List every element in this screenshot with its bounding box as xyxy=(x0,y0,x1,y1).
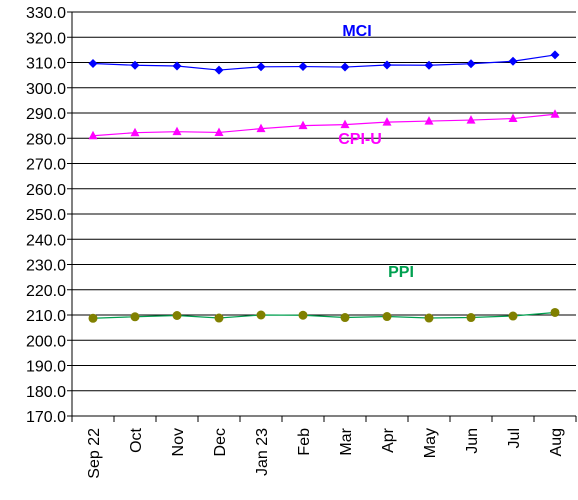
y-tick-label: 280.0 xyxy=(26,131,66,148)
y-tick-label: 170.0 xyxy=(26,409,66,426)
y-tick-label: 200.0 xyxy=(26,333,66,350)
data-point xyxy=(88,313,98,323)
data-point xyxy=(340,62,350,72)
y-tick-label: 210.0 xyxy=(26,308,66,325)
y-tick-label: 270.0 xyxy=(26,157,66,174)
series-label-ppi: PPI xyxy=(388,264,414,281)
series-ppi xyxy=(88,307,560,323)
data-point xyxy=(130,312,140,322)
data-point xyxy=(550,109,560,118)
data-point xyxy=(382,60,392,70)
x-tick-label: Jun xyxy=(464,428,481,454)
y-tick-label: 300.0 xyxy=(26,81,66,98)
x-tick-label: Oct xyxy=(128,427,145,452)
series-mci xyxy=(88,50,560,75)
y-tick-label: 220.0 xyxy=(26,283,66,300)
data-point xyxy=(550,50,560,60)
data-point xyxy=(382,117,392,126)
y-tick-label: 260.0 xyxy=(26,182,66,199)
y-tick-label: 250.0 xyxy=(26,207,66,224)
x-tick-label: Dec xyxy=(212,428,229,456)
data-point xyxy=(298,62,308,72)
series-group xyxy=(88,50,560,323)
series-line xyxy=(92,113,556,137)
x-tick-label: Jan 23 xyxy=(254,428,271,476)
data-point xyxy=(214,65,224,75)
data-point xyxy=(88,130,98,140)
data-point xyxy=(508,56,518,66)
data-point xyxy=(88,59,98,69)
data-point xyxy=(172,311,182,321)
data-point xyxy=(172,61,182,71)
data-point xyxy=(382,312,392,322)
data-point xyxy=(424,116,434,125)
series-line xyxy=(92,311,556,319)
data-point xyxy=(508,113,518,123)
y-tick-label: 330.0 xyxy=(26,5,66,22)
y-tick-label: 180.0 xyxy=(26,384,66,401)
gridlines xyxy=(67,11,577,422)
data-point xyxy=(340,313,350,323)
data-point xyxy=(424,313,434,323)
series-label-mci: MCI xyxy=(342,23,371,40)
series-label-cpi-u: CPI-U xyxy=(338,131,382,148)
y-tick-labels: 170.0 180.0 190.0 200.0 210.0 220.0 230.0 240.0… xyxy=(26,5,66,426)
data-point xyxy=(508,311,518,321)
x-tick-label: Feb xyxy=(296,428,313,456)
data-point xyxy=(298,310,308,320)
series-cpi-u xyxy=(88,109,560,140)
data-point xyxy=(172,126,182,136)
data-point xyxy=(256,123,266,133)
x-tick-label: Mar xyxy=(338,427,355,455)
y-tick-label: 320.0 xyxy=(26,30,66,47)
data-point xyxy=(466,313,476,323)
data-point xyxy=(550,307,560,317)
series-line xyxy=(92,54,556,71)
data-point xyxy=(130,127,140,137)
series-labels: MCI CPI-U PPI xyxy=(338,23,414,281)
x-tick-label: Sep 22 xyxy=(86,428,103,479)
data-point xyxy=(340,119,350,129)
axes xyxy=(71,12,576,417)
data-point xyxy=(256,62,266,72)
data-point xyxy=(424,60,434,70)
x-tick-label: Jul xyxy=(506,428,523,448)
data-point xyxy=(214,313,224,323)
y-tick-label: 230.0 xyxy=(26,258,66,275)
y-tick-label: 310.0 xyxy=(26,56,66,73)
x-tick-label: Aug xyxy=(548,428,565,456)
data-point xyxy=(256,310,266,320)
data-point xyxy=(214,127,224,136)
x-tick-label: May xyxy=(422,428,439,458)
data-point xyxy=(298,120,308,130)
data-point xyxy=(466,59,476,69)
x-tick-label: Nov xyxy=(170,428,187,456)
x-tick-label: Apr xyxy=(380,427,397,453)
x-tick-labels: Sep 22 Oct Nov Dec Jan 23 Feb Mar Apr May Jun Jul A… xyxy=(86,427,565,478)
y-tick-label: 240.0 xyxy=(26,232,66,249)
data-point xyxy=(466,115,476,124)
y-tick-label: 190.0 xyxy=(26,359,66,376)
y-tick-label: 290.0 xyxy=(26,106,66,123)
data-point xyxy=(130,60,140,70)
